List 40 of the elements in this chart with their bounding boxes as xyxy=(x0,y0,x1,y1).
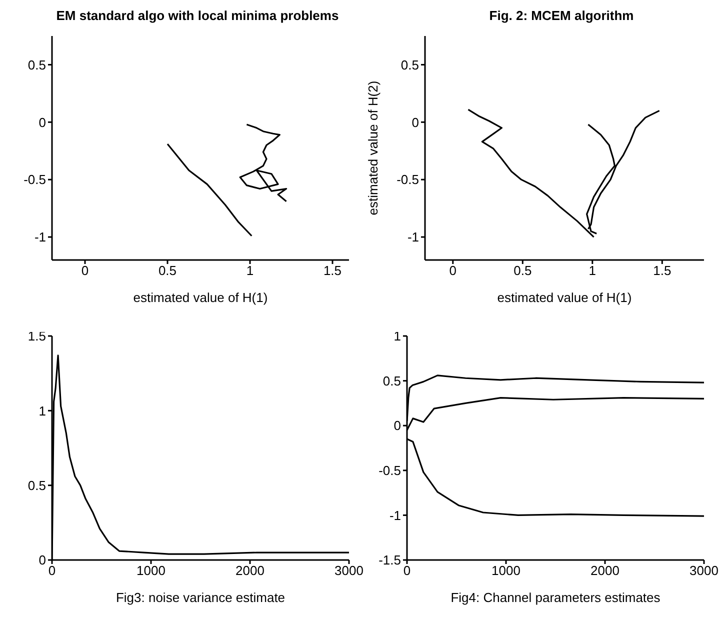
chart-title: Fig. 2: MCEM algorithm xyxy=(488,8,635,25)
y-tick-label: 1 xyxy=(394,328,401,344)
y-tick-label: 0 xyxy=(394,418,401,434)
x-tick-label: 3000 xyxy=(334,563,364,578)
y-tick-label: 0 xyxy=(38,552,46,568)
x-axis-title: estimated value of H(1) xyxy=(133,290,268,305)
x-tick-label: 2000 xyxy=(590,563,620,578)
x-axis-title: estimated value of H(1) xyxy=(497,290,632,305)
y-tick-label: 0.5 xyxy=(28,57,46,72)
y-tick-label: -1.5 xyxy=(378,552,401,568)
x-tick-label: 1000 xyxy=(136,563,166,578)
y-tick-label: -0.5 xyxy=(24,172,46,188)
y-tick-label: -1 xyxy=(34,230,46,245)
y-tick-label: -0.5 xyxy=(378,463,401,478)
x-tick-label: 0.5 xyxy=(158,263,177,278)
y-tick-label: 0.5 xyxy=(400,57,419,72)
y-tick-label: 1 xyxy=(38,403,46,418)
y-tick-label: -0.5 xyxy=(396,172,419,188)
x-tick-label: 1.5 xyxy=(323,263,342,278)
y-axis-title: estimated value of H(2) xyxy=(366,80,380,216)
y-tick-label: 0.5 xyxy=(382,373,401,388)
x-tick-label: 0 xyxy=(48,563,56,578)
y-tick-label: -1 xyxy=(407,230,419,245)
x-tick-label: 0 xyxy=(449,263,457,278)
x-tick-label: 0 xyxy=(81,263,89,278)
x-tick-label: 3000 xyxy=(690,563,718,578)
y-tick-label: 0.5 xyxy=(28,478,46,493)
y-tick-label: 0 xyxy=(38,114,46,130)
x-axis-title: Fig3: noise variance estimate xyxy=(116,590,286,605)
x-tick-label: 2000 xyxy=(236,563,264,578)
chart-title: EM standard algo with local minima problems xyxy=(55,8,340,25)
x-tick-label: 1 xyxy=(246,263,254,278)
y-tick-label: 1.5 xyxy=(28,328,46,344)
x-tick-label: 1 xyxy=(588,263,596,278)
x-tick-label: 0.5 xyxy=(514,263,532,278)
x-tick-label: 1000 xyxy=(492,563,520,578)
y-tick-label: -1 xyxy=(389,508,401,523)
x-tick-label: 1.5 xyxy=(653,263,672,278)
y-tick-label: 0 xyxy=(412,114,419,130)
x-axis-title: Fig4: Channel parameters estimates xyxy=(450,590,661,605)
